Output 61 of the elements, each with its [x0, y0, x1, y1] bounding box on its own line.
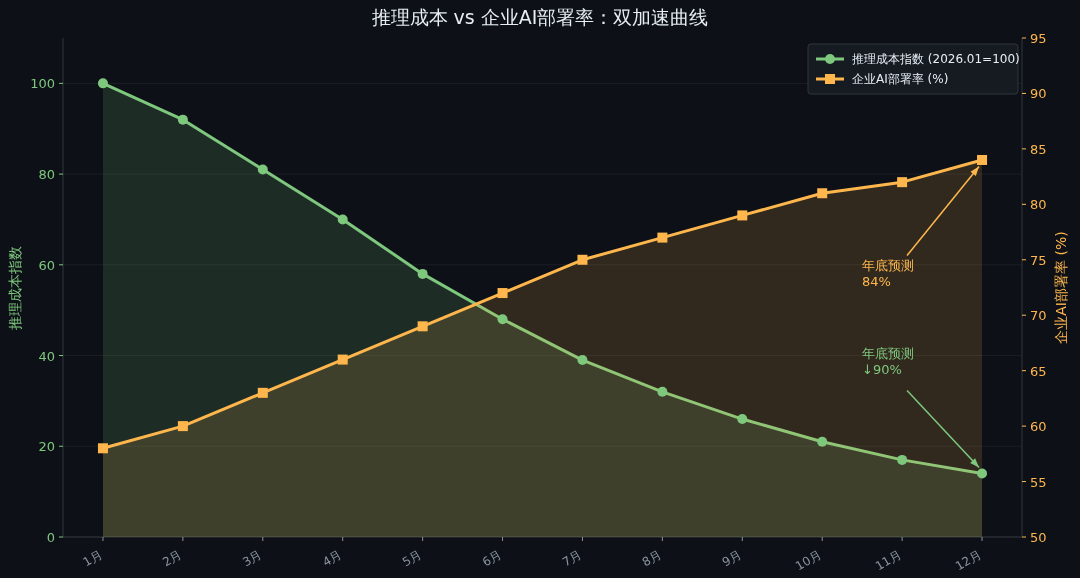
x-tick-label: 4月	[320, 547, 345, 570]
y-axis-title: 推理成本指数	[7, 245, 23, 330]
x-tick-label: 7月	[559, 547, 584, 570]
y2-tick-label: 80	[1030, 197, 1047, 213]
y-tick-label: 100	[30, 76, 55, 92]
point	[257, 387, 268, 398]
x-tick-label: 12月	[952, 547, 984, 574]
point	[737, 414, 748, 425]
chart-title: 推理成本 vs 企业AI部署率：双加速曲线	[371, 6, 709, 28]
point	[177, 114, 188, 125]
x-tick-label: 1月	[80, 547, 105, 570]
point	[577, 355, 588, 366]
annotation: 年底预测 84%	[862, 165, 980, 290]
legend-label: 推理成本指数 (2026.01=100)	[852, 52, 1020, 66]
point	[577, 254, 588, 265]
y2-tick-label: 65	[1030, 363, 1047, 379]
point	[97, 78, 108, 89]
x-tick-label: 6月	[480, 547, 505, 570]
y-tick-label: 20	[38, 439, 55, 455]
point	[897, 177, 908, 188]
y-tick-label: 0	[46, 530, 55, 545]
annotation: 年底预测 ↓90%	[862, 346, 980, 469]
y2-tick-label: 90	[1030, 86, 1047, 102]
point	[337, 214, 348, 225]
y2-axis-title: 企业AI部署率 (%)	[1053, 231, 1069, 344]
point	[977, 154, 988, 165]
x-tick-label: 11月	[873, 547, 904, 574]
annotation: 年底预测 84%	[862, 258, 915, 290]
x-tick-label: 5月	[400, 547, 425, 570]
x-tick-label: 8月	[639, 547, 664, 570]
point	[657, 232, 668, 243]
point	[817, 188, 828, 199]
point	[497, 288, 508, 299]
x-tick-label: 2月	[160, 547, 185, 570]
point	[657, 386, 668, 397]
point	[977, 468, 988, 479]
point	[177, 421, 188, 432]
y-tick-label: 60	[38, 257, 55, 273]
point	[97, 443, 108, 454]
point	[497, 314, 508, 325]
point	[337, 354, 348, 365]
legend-label: 企业AI部署率 (%)	[852, 72, 949, 86]
point	[417, 321, 428, 332]
y2-tick-label: 85	[1030, 141, 1047, 157]
y2-tick-label: 50	[1030, 530, 1047, 545]
y2-tick-label: 55	[1030, 474, 1047, 490]
point	[737, 210, 748, 221]
y2-tick-label: 70	[1030, 308, 1047, 324]
x-tick-label: 10月	[793, 547, 824, 574]
y2-tick-label: 60	[1030, 419, 1047, 435]
y-tick-label: 80	[38, 167, 55, 183]
point	[897, 454, 908, 465]
x-tick-label: 9月	[719, 547, 744, 570]
y-tick-label: 40	[38, 348, 55, 364]
point	[817, 436, 828, 447]
annotation: 年底预测 ↓90%	[862, 346, 915, 378]
point	[257, 164, 268, 175]
point	[417, 268, 428, 279]
y2-tick-label: 75	[1030, 252, 1047, 268]
y2-tick-label: 95	[1030, 31, 1047, 46]
x-tick-label: 3月	[240, 547, 265, 570]
